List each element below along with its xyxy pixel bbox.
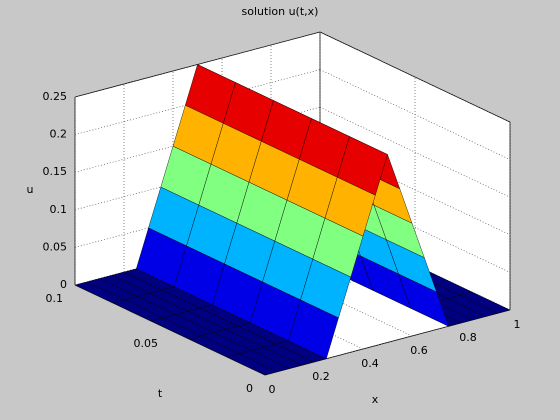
labels: 00.20.40.60.8100.050.100.050.10.150.20.2… <box>43 90 521 396</box>
t-axis-label: t <box>158 387 163 400</box>
x-tick-label: 0 <box>269 383 276 396</box>
z-tick-label: 0.15 <box>43 165 68 178</box>
grid-line <box>319 106 511 198</box>
grid-line <box>319 144 511 236</box>
z-tick-label: 0 <box>60 278 67 291</box>
surface-patch <box>226 353 278 376</box>
grid-line <box>319 182 511 273</box>
grid-line <box>319 31 511 123</box>
z-tick-label: 0.2 <box>50 128 68 141</box>
z-tick-label: 0.25 <box>43 90 68 103</box>
surface <box>74 64 511 376</box>
t-tick-label: 0.1 <box>46 292 64 305</box>
t-tick-label: 0 <box>246 382 253 395</box>
x-tick-label: 0.8 <box>459 331 477 344</box>
x-tick-label: 1 <box>514 318 521 331</box>
x-tick-label: 0.4 <box>361 357 379 370</box>
z-axis-label: u <box>27 183 34 196</box>
z-tick-label: 0.05 <box>43 240 68 253</box>
t-tick-label: 0.05 <box>134 337 159 350</box>
z-tick-label: 0.1 <box>50 203 68 216</box>
x-axis-label: x <box>372 393 379 406</box>
grid-line <box>319 69 511 160</box>
x-tick-label: 0.6 <box>410 344 428 357</box>
chart-title: solution u(t,x) <box>242 5 319 18</box>
x-tick-label: 0.2 <box>312 370 330 383</box>
